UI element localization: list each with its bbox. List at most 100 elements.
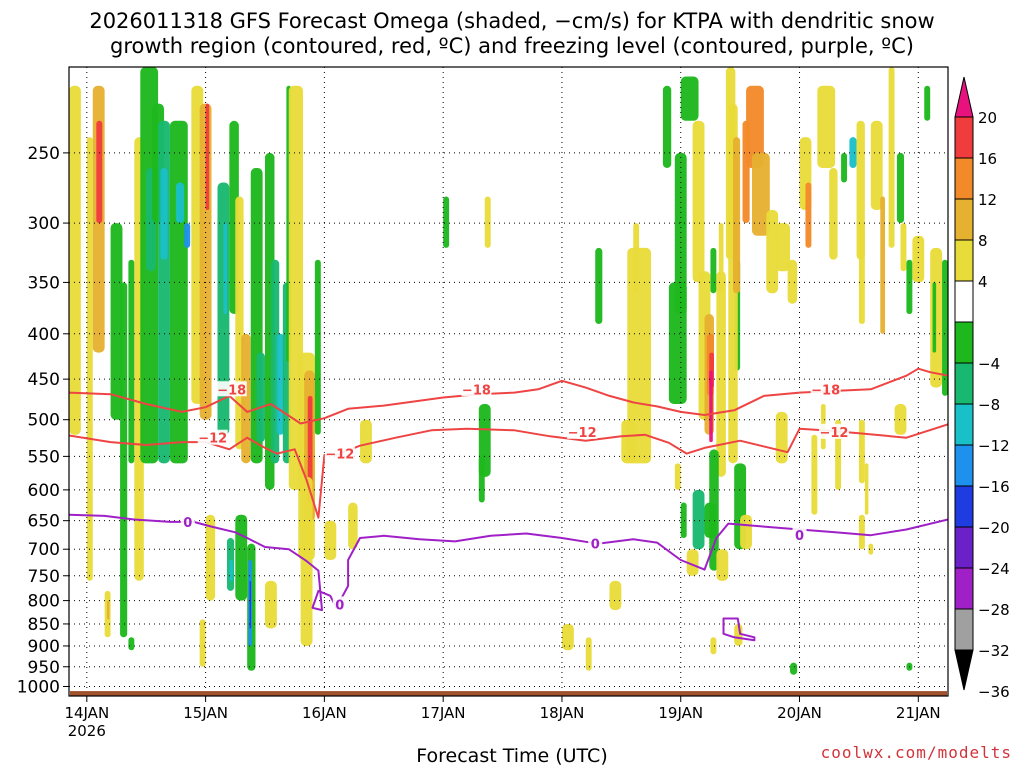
colorbar-bin-8 xyxy=(954,444,974,487)
y-tick-label-350: 350 xyxy=(28,273,60,293)
colorbar-label-6: −8 xyxy=(978,396,1000,414)
y-tick-label-250: 250 xyxy=(28,144,60,164)
plot-border xyxy=(68,66,949,697)
omega-shade-119 xyxy=(858,514,865,550)
omega-shade-94 xyxy=(674,463,681,490)
colorbar-bin-11 xyxy=(954,567,974,610)
omega-shade-98 xyxy=(805,182,812,248)
omega-shade-99 xyxy=(817,85,836,168)
omega-shade-41 xyxy=(235,514,248,601)
contour-label-1-2: −12 xyxy=(568,426,597,441)
y-axis: 2503003504004505005506006507007508008509… xyxy=(17,144,69,697)
omega-shade-73 xyxy=(746,85,764,168)
y-tick-label-300: 300 xyxy=(28,214,60,234)
omega-shade-96 xyxy=(710,637,717,655)
contour-label-bg xyxy=(792,527,807,543)
contour-label-0-2: −18 xyxy=(811,383,840,398)
y-tick-label-800: 800 xyxy=(28,592,60,612)
omega-shade-111 xyxy=(912,235,925,283)
contour-freezing-level-2 xyxy=(69,513,948,612)
colorbar-bin-9 xyxy=(954,485,974,528)
x-tick-label-15JAN: 15JAN xyxy=(183,704,228,722)
contour-label-2-1: 0 xyxy=(335,598,344,613)
contour-label-bg xyxy=(588,535,603,551)
omega-shade-89 xyxy=(742,120,750,224)
contour-label-0-1: −18 xyxy=(462,383,491,398)
omega-shade-65 xyxy=(627,247,652,464)
y-tick-label-750: 750 xyxy=(28,567,60,587)
colorbar-bin-5 xyxy=(954,321,974,364)
omega-shade-110 xyxy=(906,259,913,315)
colorbar-label-8: −16 xyxy=(978,478,1010,496)
colorbar-bin-0 xyxy=(954,116,974,159)
omega-shade-109 xyxy=(900,223,907,272)
omega-shade-47 xyxy=(205,514,216,601)
contour-label-bg xyxy=(567,423,598,439)
omega-shade-55 xyxy=(595,247,603,325)
plot-frame xyxy=(68,66,949,697)
contour-label-bg xyxy=(324,445,355,461)
omega-shade-93 xyxy=(680,502,687,539)
colorbar-top-arrow xyxy=(954,76,974,118)
contour-lines: −18 −18 −18 −12 −12 −12 −12 0 0 0 0 xyxy=(69,367,948,642)
omega-shade-106 xyxy=(880,196,886,334)
x-tick-label-18JAN: 18JAN xyxy=(540,704,585,722)
contour-label-0-0: −18 xyxy=(217,383,246,398)
chart-title-line-1: 2026011318 GFS Forecast Omega (shaded, −… xyxy=(89,9,935,33)
colorbar-bin-7 xyxy=(954,403,974,446)
omega-shade-123 xyxy=(868,543,874,555)
omega-shade-76 xyxy=(775,223,791,272)
y-tick-label-850: 850 xyxy=(28,615,60,635)
omega-shade-57 xyxy=(561,623,574,651)
omega-shade-86 xyxy=(686,549,699,576)
colorbar-label-7: −12 xyxy=(978,437,1010,455)
omega-shade-18 xyxy=(205,103,210,211)
omega-shade-67 xyxy=(692,120,705,283)
omega-shade-104 xyxy=(858,223,865,325)
contour-label-1-0: −12 xyxy=(198,432,227,447)
omega-shade-113 xyxy=(932,282,937,353)
contour-freezing-level-3 xyxy=(722,617,756,642)
contour-label-1-1: −12 xyxy=(325,448,354,463)
x-tick-label-14JAN: 14JAN xyxy=(64,704,109,722)
x-axis-label: Forecast Time (UTC) xyxy=(416,745,608,767)
y-tick-label-700: 700 xyxy=(28,540,60,560)
x-axis: 14JAN 15JAN 16JAN 17JAN 18JAN 19JAN 20JAN 21JAN… xyxy=(64,696,941,740)
colorbar-bin-2 xyxy=(954,198,974,241)
omega-shade-85 xyxy=(692,489,705,550)
y-tick-label-550: 550 xyxy=(28,447,60,467)
omega-shade-40 xyxy=(249,580,252,629)
omega-shade-50 xyxy=(324,520,337,561)
omega-shade-126 xyxy=(924,85,931,121)
colorbar-bin-1 xyxy=(954,157,974,200)
omega-shade-54 xyxy=(443,196,450,248)
y-tick-label-600: 600 xyxy=(28,481,60,501)
omega-shade-60 xyxy=(478,403,491,477)
colorbar-bin-4 xyxy=(954,280,974,323)
omega-shade-61 xyxy=(662,85,672,168)
omega-shade-66 xyxy=(668,282,687,404)
omega-shade-107 xyxy=(888,67,895,248)
omega-shade-92 xyxy=(716,549,729,581)
omega-shade-42 xyxy=(264,580,277,629)
colorbar-label-1: 16 xyxy=(978,150,997,168)
omega-shade-46 xyxy=(128,637,135,651)
contour-label-2-0: 0 xyxy=(183,516,192,531)
colorbar-bin-10 xyxy=(954,526,974,569)
ground-strip xyxy=(70,691,947,696)
colorbar-label-11: −28 xyxy=(978,601,1010,619)
omega-shade-5 xyxy=(120,282,128,638)
contour-temp-12-1 xyxy=(69,423,948,519)
ground-fill xyxy=(70,691,947,696)
colorbar-bin-3 xyxy=(954,239,974,282)
omega-shade-0 xyxy=(69,85,81,435)
source-credit: coolwx.com/modelts xyxy=(820,743,1012,762)
y-tick-label-1000: 1000 xyxy=(17,677,60,697)
contour-label-2-2: 0 xyxy=(591,538,600,553)
omega-shade-3 xyxy=(96,120,103,224)
colorbar-label-5: −4 xyxy=(978,355,1000,373)
x-tick-label-19JAN: 19JAN xyxy=(658,704,703,722)
omega-shade-53 xyxy=(484,196,491,248)
y-tick-label-400: 400 xyxy=(28,325,60,345)
